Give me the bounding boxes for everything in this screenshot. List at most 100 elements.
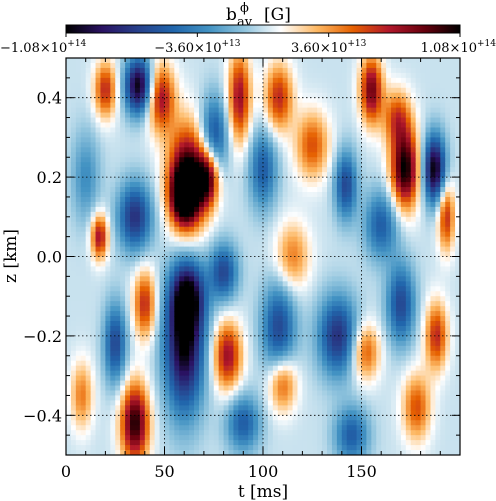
heatmap-cell (85, 380, 92, 387)
heatmap-cell (351, 107, 358, 114)
heatmap-cell (292, 142, 299, 148)
heatmap-cell (366, 162, 372, 168)
heatmap-cell (100, 261, 106, 268)
heatmap-cell (327, 206, 333, 213)
heatmap-cell (85, 172, 92, 178)
heatmap-cell (263, 296, 269, 302)
heatmap-cell (243, 67, 249, 74)
heatmap-cell (351, 286, 358, 292)
heatmap-cell (169, 137, 175, 143)
heatmap-cell (134, 87, 141, 94)
heatmap-cell (312, 380, 318, 387)
heatmap-cell (70, 380, 77, 387)
heatmap-cell (238, 385, 244, 392)
heatmap-cell (248, 236, 254, 243)
heatmap-cell (159, 172, 166, 178)
heatmap-cell (139, 440, 146, 446)
heatmap-cell (80, 231, 87, 238)
heatmap-cell (134, 142, 141, 148)
heatmap-cell (115, 271, 121, 277)
heatmap-cell (248, 266, 254, 272)
heatmap-cell (331, 266, 338, 272)
heatmap-cell (194, 256, 200, 263)
heatmap-cell (169, 281, 175, 287)
heatmap-cell (164, 395, 171, 402)
heatmap-cell (267, 117, 274, 124)
heatmap-cell (154, 58, 161, 64)
heatmap-cell (144, 102, 151, 109)
heatmap-cell (189, 301, 195, 307)
heatmap-cell (282, 82, 289, 89)
heatmap-cell (351, 251, 358, 258)
heatmap-cell (203, 256, 210, 263)
heatmap-cell (302, 281, 308, 287)
heatmap-cell (189, 420, 195, 426)
heatmap-cell (253, 236, 259, 243)
heatmap-cell (341, 241, 348, 248)
heatmap-cell (243, 360, 249, 367)
heatmap-cell (238, 152, 244, 158)
heatmap-cell (75, 325, 82, 332)
heatmap-cell (164, 147, 171, 153)
heatmap-cell (154, 405, 161, 411)
heatmap-cell (287, 191, 294, 198)
heatmap-cell (85, 142, 92, 148)
heatmap-cell (203, 276, 210, 282)
heatmap-cell (100, 350, 106, 357)
heatmap-cell (169, 400, 175, 406)
heatmap-cell (208, 182, 215, 188)
heatmap-cell (253, 137, 259, 143)
heatmap-cell (179, 360, 185, 367)
heatmap-cell (233, 430, 239, 436)
heatmap-cell (258, 102, 264, 109)
heatmap-cell (90, 325, 97, 332)
heatmap-cell (110, 241, 116, 248)
heatmap-cell (307, 191, 313, 198)
heatmap-cell (361, 211, 368, 218)
heatmap-cell (218, 196, 225, 203)
heatmap-cell (125, 325, 131, 332)
heatmap-cell (198, 316, 205, 322)
heatmap-cell (105, 261, 111, 268)
heatmap-cell (203, 162, 210, 168)
heatmap-cell (243, 142, 249, 148)
heatmap-cell (169, 236, 175, 243)
heatmap-cell (292, 187, 299, 193)
heatmap-cell (238, 132, 244, 138)
heatmap-cell (75, 400, 82, 406)
heatmap-cell (248, 58, 254, 64)
heatmap-cell (80, 201, 87, 208)
heatmap-cell (307, 256, 313, 263)
heatmap-cell (179, 350, 185, 357)
heatmap-cell (233, 117, 239, 124)
heatmap-cell (312, 420, 318, 426)
heatmap-cell (125, 390, 131, 397)
heatmap-cell (144, 142, 151, 148)
heatmap-cell (189, 316, 195, 322)
heatmap-cell (341, 390, 348, 397)
heatmap-cell (154, 276, 161, 282)
heatmap-cell (263, 410, 269, 416)
heatmap-cell (75, 102, 82, 109)
heatmap-cell (154, 321, 161, 327)
heatmap-cell (277, 112, 284, 119)
heatmap-cell (258, 137, 264, 143)
heatmap-cell (169, 241, 175, 248)
heatmap-cell (120, 82, 126, 89)
heatmap-cell (233, 306, 239, 312)
heatmap-cell (134, 335, 141, 342)
heatmap-cell (258, 321, 264, 327)
heatmap-cell (198, 415, 205, 421)
heatmap-cell (267, 167, 274, 173)
heatmap-cell (194, 281, 200, 287)
heatmap-cell (253, 127, 259, 134)
heatmap-cell (297, 187, 303, 193)
heatmap-cell (125, 127, 131, 134)
heatmap-cell (341, 405, 348, 411)
heatmap-cell (287, 226, 294, 233)
heatmap-cell (243, 206, 249, 213)
heatmap-cell (134, 435, 141, 441)
heatmap-cell (198, 271, 205, 277)
heatmap-cell (302, 410, 308, 416)
heatmap-cell (208, 325, 215, 332)
